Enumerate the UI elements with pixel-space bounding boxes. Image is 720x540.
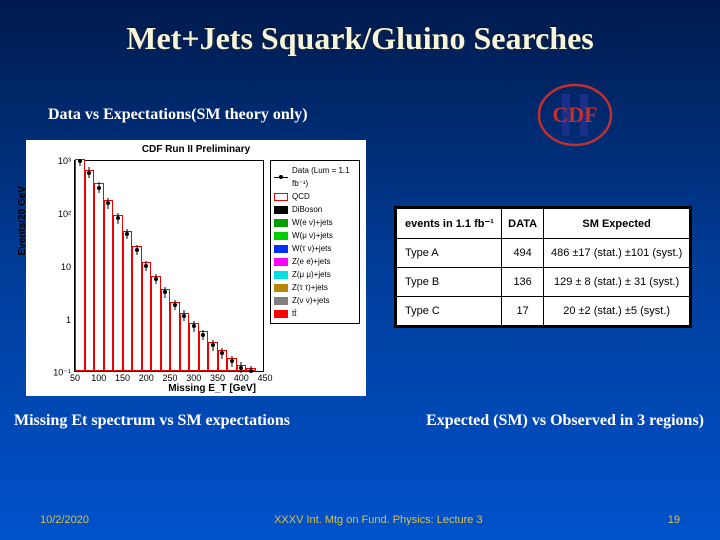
legend-item: tt̄: [274, 307, 356, 320]
table-row: Type B136129 ± 8 (stat.) ± 31 (syst.): [397, 268, 690, 297]
footer-date: 10/2/2020: [40, 514, 89, 526]
table-header: DATA: [501, 209, 543, 239]
chart-legend: Data (Lum = 1.1 fb⁻¹)QCDDiBosonW(e ν)+je…: [270, 160, 360, 324]
footer-center: XXXV Int. Mtg on Fund. Physics: Lecture …: [274, 514, 483, 526]
chart-xlabel: Missing E_T [GeV]: [168, 383, 256, 394]
histogram-chart: CDF Run II Preliminary Events/20 GeV 10⁻…: [26, 140, 366, 396]
slide-title: Met+Jets Squark/Gluino Searches: [0, 0, 720, 65]
legend-item: Z(ν ν)+jets: [274, 294, 356, 307]
legend-item: W(e ν)+jets: [274, 216, 356, 229]
table-header: SM Expected: [544, 209, 690, 239]
table-header: events in 1.1 fb⁻¹: [397, 209, 502, 239]
results-table: events in 1.1 fb⁻¹DATASM ExpectedType A4…: [394, 206, 692, 328]
legend-item: Data (Lum = 1.1 fb⁻¹): [274, 164, 356, 190]
legend-item: QCD: [274, 190, 356, 203]
chart-title: CDF Run II Preliminary: [26, 144, 366, 155]
caption-right: Expected (SM) vs Observed in 3 regions): [426, 412, 704, 430]
chart-ylabel: Events/20 GeV: [17, 186, 28, 255]
legend-item: Z(μ μ)+jets: [274, 268, 356, 281]
cdf-logo: CDF: [536, 82, 614, 148]
legend-item: Z(τ τ)+jets: [274, 281, 356, 294]
legend-item: Z(e e)+jets: [274, 255, 356, 268]
table-row: Type A494486 ±17 (stat.) ±101 (syst.): [397, 239, 690, 268]
table-row: Type C1720 ±2 (stat.) ±5 (syst.): [397, 297, 690, 326]
plot-area: 10⁻¹11010²10³50100150200250300350400450: [74, 160, 264, 372]
legend-item: DiBoson: [274, 203, 356, 216]
legend-item: W(μ ν)+jets: [274, 229, 356, 242]
footer-page: 19: [668, 514, 680, 526]
caption-left: Missing Et spectrum vs SM expectations: [14, 412, 290, 430]
footer: 10/2/2020 XXXV Int. Mtg on Fund. Physics…: [0, 514, 720, 526]
svg-text:CDF: CDF: [552, 102, 597, 127]
legend-item: W(τ ν)+jets: [274, 242, 356, 255]
subtitle: Data vs Expectations(SM theory only): [48, 106, 308, 124]
